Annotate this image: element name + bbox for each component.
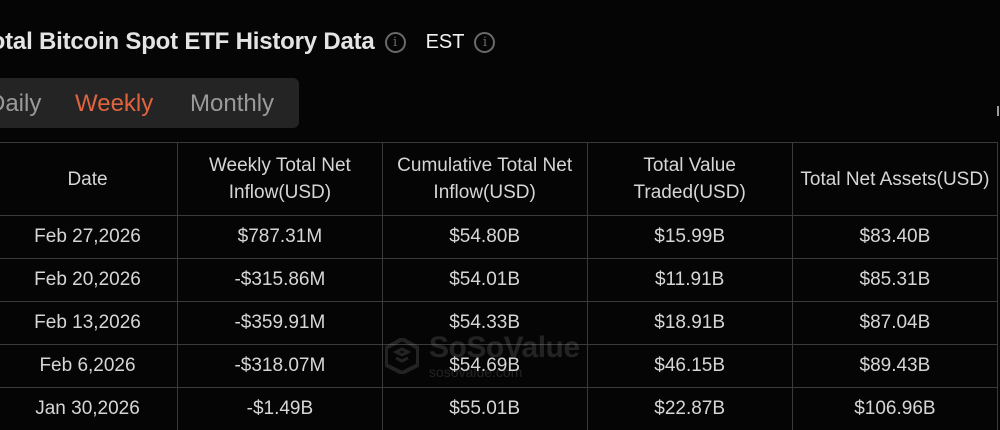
table-row: Jan 30,2026 -$1.49B $55.01B $22.87B $106… [0, 387, 999, 430]
table-row: Feb 6,2026 -$318.07M $54.69B $46.15B $89… [0, 344, 999, 388]
table-row: Feb 13,2026 -$359.91M $54.33B $18.91B $8… [0, 301, 999, 345]
timezone-info-icon[interactable]: i [474, 31, 496, 53]
col-header-total-net-assets[interactable]: Total Net Assets(USD) [791, 142, 999, 216]
title-info-icon[interactable]: i [384, 31, 406, 53]
table-row: Feb 27,2026 $787.31M $54.80B $15.99B $83… [0, 215, 999, 259]
header: Total Bitcoin Spot ETF History Data i ES… [0, 22, 496, 62]
cell-total-value-traded: $15.99B [586, 215, 793, 259]
cell-weekly-net-inflow: $787.31M [177, 215, 383, 259]
cell-total-net-assets: $83.40B [791, 215, 999, 259]
table-row: Feb 20,2026 -$315.86M $54.01B $11.91B $8… [0, 258, 999, 302]
cell-total-value-traded: $11.91B [586, 258, 793, 302]
cell-cumulative-net-inflow: $54.33B [381, 301, 588, 345]
cell-cumulative-net-inflow: $55.01B [381, 387, 588, 430]
cell-date: Feb 20,2026 [0, 258, 179, 302]
cell-weekly-net-inflow: -$318.07M [177, 344, 383, 388]
cell-weekly-net-inflow: -$315.86M [177, 258, 383, 302]
tab-monthly[interactable]: Monthly [190, 90, 275, 117]
cell-weekly-net-inflow: -$1.49B [177, 387, 383, 430]
tab-daily[interactable]: Daily [0, 90, 42, 117]
page-title: Total Bitcoin Spot ETF History Data [0, 28, 375, 55]
scroll-indicator [997, 106, 999, 116]
period-segmented-control: Daily Weekly Monthly [0, 78, 299, 128]
col-header-weekly-net-inflow[interactable]: Weekly Total Net Inflow(USD) [177, 142, 383, 216]
cell-weekly-net-inflow: -$359.91M [177, 301, 383, 345]
cell-date: Feb 13,2026 [0, 301, 179, 345]
cell-cumulative-net-inflow: $54.01B [381, 258, 588, 302]
cell-cumulative-net-inflow: $54.80B [381, 215, 588, 259]
cell-total-net-assets: $89.43B [791, 344, 999, 388]
cell-date: Feb 27,2026 [0, 215, 179, 259]
cell-total-net-assets: $85.31B [791, 258, 999, 302]
cell-date: Feb 6,2026 [0, 344, 179, 388]
col-header-date[interactable]: Date [0, 142, 179, 216]
cell-total-value-traded: $22.87B [586, 387, 793, 430]
cell-total-net-assets: $87.04B [791, 301, 999, 345]
tab-weekly[interactable]: Weekly [75, 90, 154, 117]
cell-cumulative-net-inflow: $54.69B [381, 344, 588, 388]
cell-total-net-assets: $106.96B [791, 387, 999, 430]
timezone-label: EST [425, 30, 465, 53]
table-header-row: Date Weekly Total Net Inflow(USD) Cumula… [0, 142, 999, 216]
cell-total-value-traded: $46.15B [586, 344, 793, 388]
cell-date: Jan 30,2026 [0, 387, 179, 430]
etf-history-table: Date Weekly Total Net Inflow(USD) Cumula… [0, 142, 999, 430]
cell-total-value-traded: $18.91B [586, 301, 793, 345]
col-header-cumulative-net-inflow[interactable]: Cumulative Total Net Inflow(USD) [381, 142, 588, 216]
col-header-total-value-traded[interactable]: Total Value Traded(USD) [586, 142, 793, 216]
